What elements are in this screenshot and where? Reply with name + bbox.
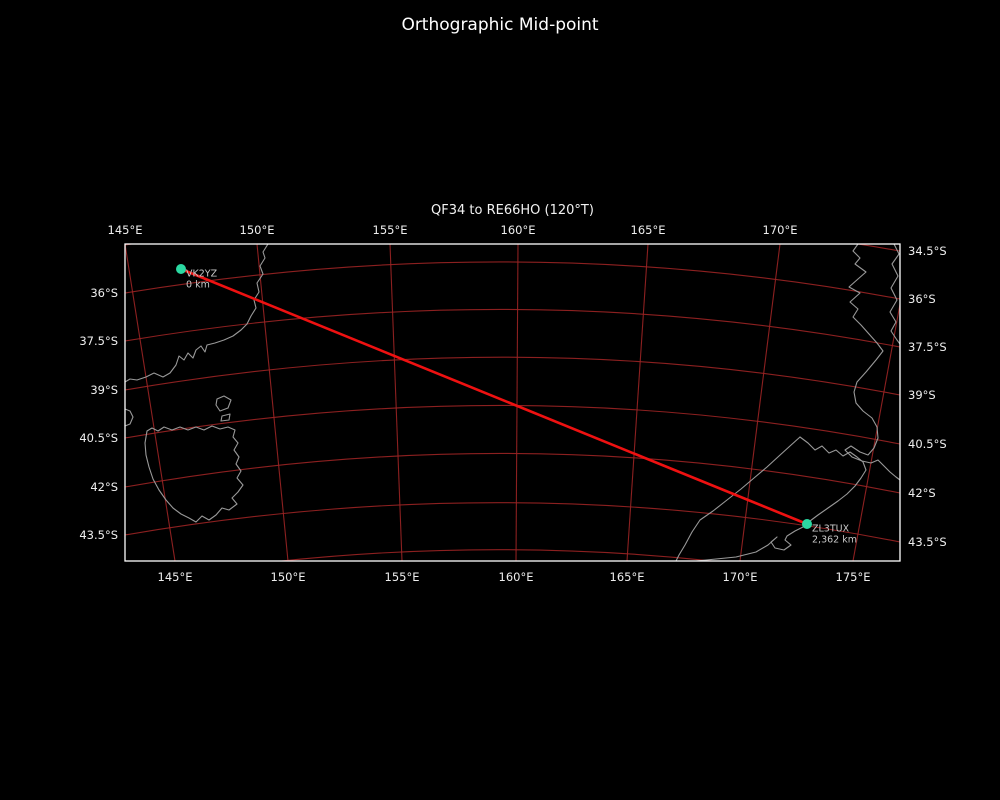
right-axis-tick: 37.5°S [908, 340, 947, 354]
top-axis-tick: 165°E [630, 223, 666, 237]
graticule-parallel [125, 308, 900, 348]
bottom-axis-tick: 150°E [270, 570, 306, 584]
left-axis-tick: 39°S [90, 383, 118, 397]
graticule-meridian [515, 244, 519, 561]
right-axis-tick: 36°S [908, 292, 936, 306]
coastline-path [125, 408, 134, 427]
coastline-path [695, 436, 867, 561]
graticule-parallel [125, 261, 900, 300]
bottom-axis-tick: 165°E [609, 570, 645, 584]
map-title: QF34 to RE66HO (120°T) [431, 203, 594, 218]
top-axis-tick: 150°E [239, 223, 275, 237]
great-circle-path [180, 267, 808, 526]
coastline-path [144, 425, 244, 523]
station-distance-label: 2,362 km [812, 534, 857, 546]
coastline-path [889, 244, 900, 345]
left-axis-tick: 43.5°S [79, 528, 118, 542]
graticule-parallel [125, 356, 900, 396]
map-content [125, 244, 900, 561]
top-axis-tick: 170°E [762, 223, 798, 237]
graticule-meridian [125, 244, 176, 561]
station-marker-zl3tux [802, 519, 812, 529]
top-axis-tick: 145°E [107, 223, 143, 237]
station-distance-label: 0 km [186, 279, 210, 291]
left-axis-tick: 36°S [90, 286, 118, 300]
top-axis-tick: 155°E [372, 223, 408, 237]
coastline-path [125, 244, 269, 383]
right-axis-tick: 40.5°S [908, 437, 947, 451]
right-axis-tick: 34.5°S [908, 244, 947, 258]
right-axis-tick: 42°S [908, 486, 936, 500]
graticule-parallel [276, 549, 718, 561]
graticule-meridian [256, 244, 289, 561]
graticule-parallel [125, 452, 900, 494]
bottom-axis-tick: 170°E [722, 570, 758, 584]
coastline-path [675, 436, 801, 561]
top-axis-tick: 160°E [500, 223, 536, 237]
left-axis-tick: 40.5°S [79, 431, 118, 445]
bottom-axis-tick: 145°E [157, 570, 193, 584]
graticule-meridian [852, 301, 900, 561]
graticule-meridian [739, 244, 781, 561]
coastline-path [220, 413, 231, 422]
graticule-meridian [389, 244, 403, 561]
coastline-path [215, 395, 232, 412]
bottom-axis-tick: 155°E [384, 570, 420, 584]
coastline-path [844, 244, 900, 481]
figure-title: Orthographic Mid-point [401, 15, 599, 35]
station-marker-vk2yz [176, 264, 186, 274]
graticule-parallel [125, 502, 900, 543]
left-axis-tick: 37.5°S [79, 334, 118, 348]
map-border [124, 243, 901, 562]
right-axis-tick: 43.5°S [908, 535, 947, 549]
bottom-axis-tick: 160°E [498, 570, 534, 584]
left-axis-tick: 42°S [90, 480, 118, 494]
station-callsign-label: ZL3TUX [812, 523, 850, 535]
right-axis-tick: 39°S [908, 388, 936, 402]
bottom-axis-tick: 175°E [835, 570, 871, 584]
graticule-parallel [125, 404, 900, 445]
graticule-meridian [626, 244, 649, 561]
station-callsign-label: VK2YZ [186, 268, 218, 280]
